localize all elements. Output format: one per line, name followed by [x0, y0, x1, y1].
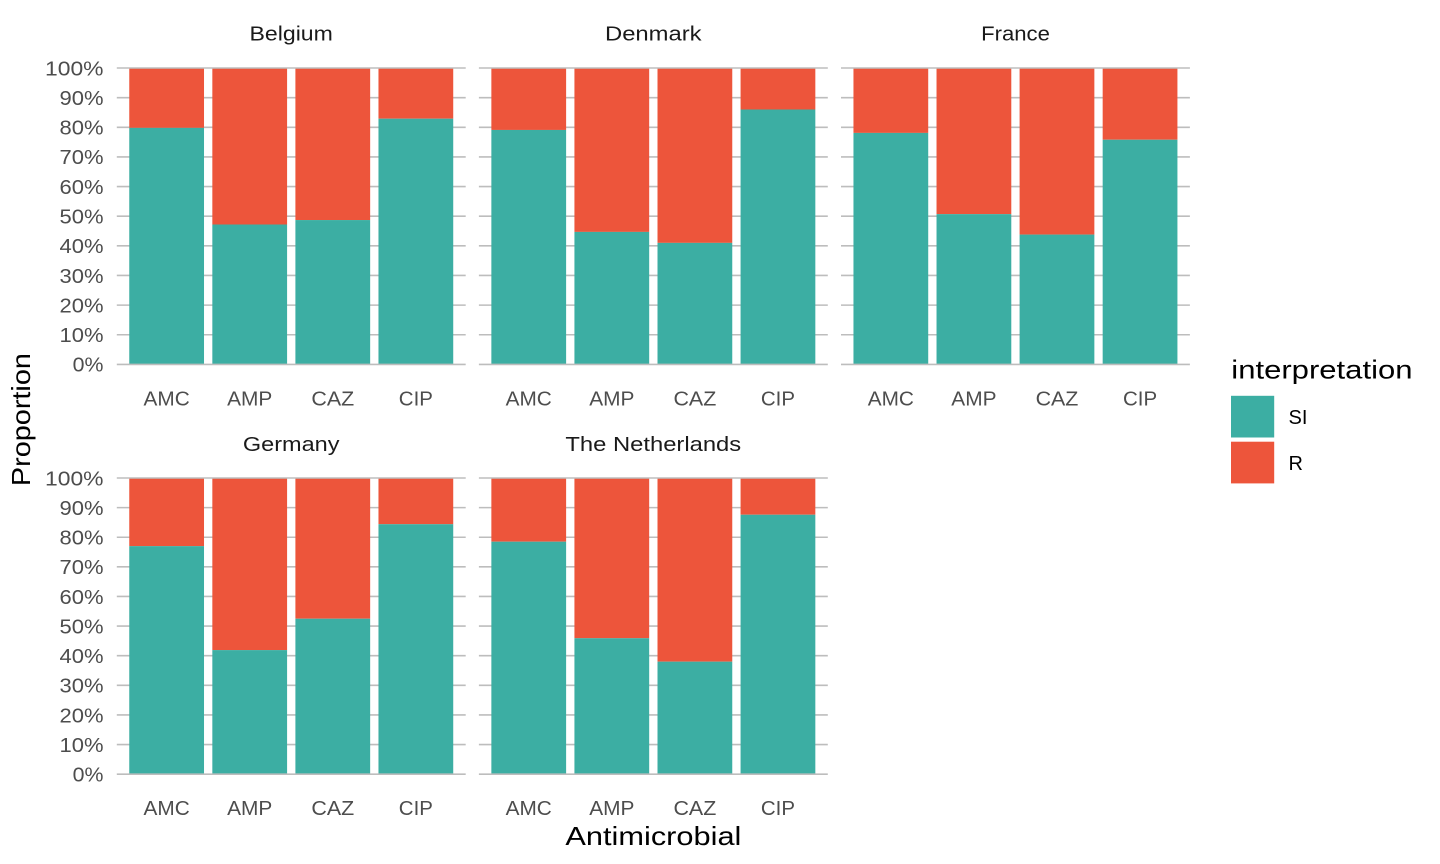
- svg-text:AMP: AMP: [951, 388, 996, 410]
- svg-text:0%: 0%: [73, 355, 104, 377]
- svg-text:CAZ: CAZ: [311, 798, 354, 820]
- svg-text:80%: 80%: [60, 118, 104, 140]
- svg-text:CAZ: CAZ: [311, 388, 354, 410]
- svg-text:AMP: AMP: [589, 388, 634, 410]
- svg-text:AMC: AMC: [868, 388, 914, 410]
- svg-text:40%: 40%: [60, 236, 104, 258]
- svg-text:90%: 90%: [60, 88, 104, 110]
- svg-text:50%: 50%: [60, 207, 104, 229]
- svg-text:CIP: CIP: [1123, 388, 1157, 410]
- svg-text:60%: 60%: [60, 587, 104, 609]
- svg-text:90%: 90%: [60, 498, 104, 520]
- svg-text:20%: 20%: [60, 705, 104, 727]
- svg-text:AMC: AMC: [506, 798, 552, 820]
- svg-text:AMP: AMP: [227, 798, 272, 820]
- svg-text:France: France: [981, 24, 1050, 46]
- svg-text:Proportion: Proportion: [6, 353, 36, 486]
- svg-text:30%: 30%: [60, 266, 104, 288]
- svg-text:30%: 30%: [60, 676, 104, 698]
- svg-text:SI: SI: [1289, 407, 1308, 429]
- svg-text:AMP: AMP: [227, 388, 272, 410]
- svg-text:CIP: CIP: [761, 798, 795, 820]
- svg-text:CAZ: CAZ: [673, 798, 716, 820]
- svg-text:100%: 100%: [45, 58, 104, 80]
- svg-text:Denmark: Denmark: [605, 24, 703, 46]
- svg-text:Belgium: Belgium: [250, 24, 333, 46]
- svg-text:Antimicrobial: Antimicrobial: [565, 821, 741, 851]
- svg-text:AMP: AMP: [589, 798, 634, 820]
- svg-text:60%: 60%: [60, 177, 104, 199]
- svg-text:40%: 40%: [60, 646, 104, 668]
- svg-text:The Netherlands: The Netherlands: [565, 434, 741, 456]
- svg-text:70%: 70%: [60, 557, 104, 579]
- svg-text:AMC: AMC: [144, 798, 190, 820]
- svg-text:20%: 20%: [60, 295, 104, 317]
- svg-text:CAZ: CAZ: [673, 388, 716, 410]
- svg-text:70%: 70%: [60, 147, 104, 169]
- svg-text:50%: 50%: [60, 616, 104, 638]
- svg-text:10%: 10%: [60, 325, 104, 347]
- svg-text:AMC: AMC: [144, 388, 190, 410]
- svg-text:0%: 0%: [73, 765, 104, 787]
- svg-text:10%: 10%: [60, 735, 104, 757]
- svg-text:CIP: CIP: [399, 798, 433, 820]
- svg-text:100%: 100%: [45, 468, 104, 490]
- svg-text:CIP: CIP: [399, 388, 433, 410]
- svg-text:R: R: [1289, 453, 1303, 475]
- svg-text:CIP: CIP: [761, 388, 795, 410]
- svg-text:interpretation: interpretation: [1231, 355, 1412, 385]
- svg-text:CAZ: CAZ: [1036, 388, 1079, 410]
- svg-text:80%: 80%: [60, 528, 104, 550]
- svg-text:Germany: Germany: [243, 434, 340, 456]
- svg-text:AMC: AMC: [506, 388, 552, 410]
